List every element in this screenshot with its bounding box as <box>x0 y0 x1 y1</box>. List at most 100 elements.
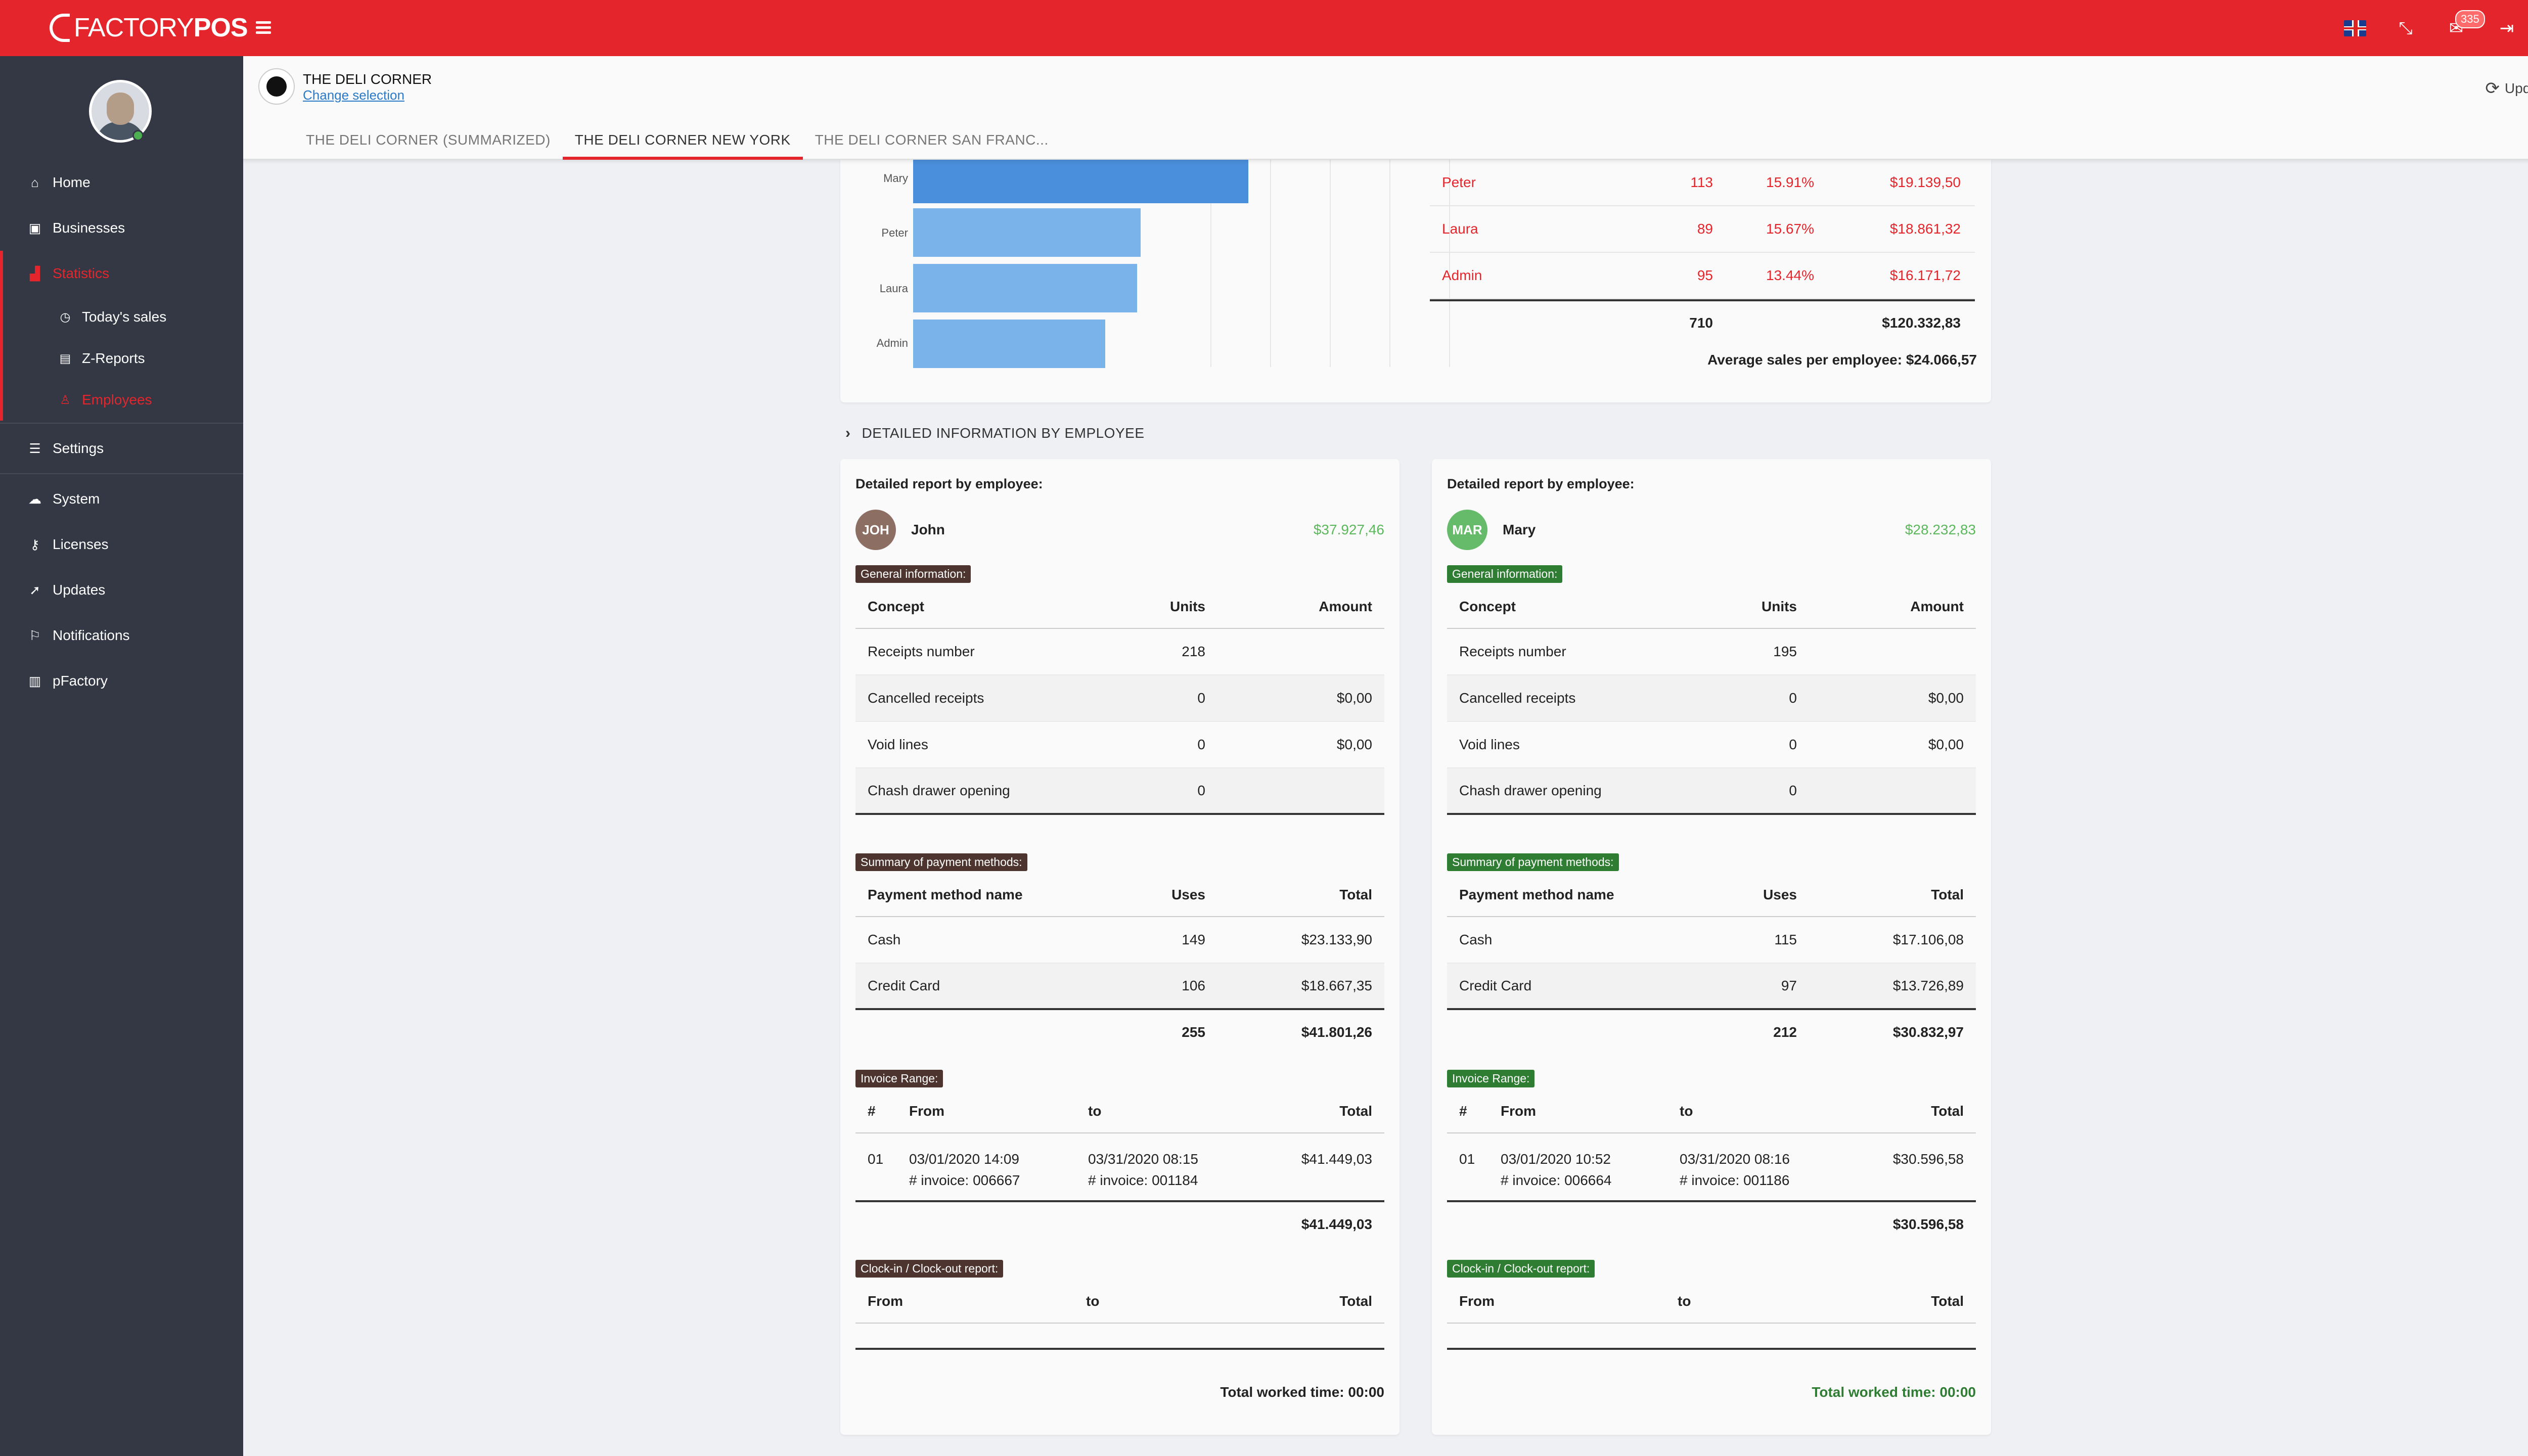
table-row: Cash 149 $23.133,90 <box>855 917 1384 964</box>
bar-admin[interactable] <box>913 320 1105 368</box>
employee-summary-table: Peter 113 15.91% $19.139,50 Laura 89 15.67% $1… <box>1430 160 1975 345</box>
bar-label: Mary <box>883 172 908 185</box>
payment-total-row: 255 $41.801,26 <box>1182 1024 1372 1040</box>
employee-report-card-mary: Detailed report by employee: MAR Mary $2… <box>1432 459 1991 1435</box>
bar-label: Laura <box>879 282 908 295</box>
table-row: 01 03/01/2020 14:09 # invoice: 006667 03/31… <box>855 1133 1384 1202</box>
mail-icon[interactable]: ✉ 335 <box>2445 10 2485 39</box>
general-info-table: Concept Units Amount Receipts number 218 Ca… <box>855 585 1384 815</box>
sidebar-item-settings[interactable]: ☰ Settings <box>0 426 243 471</box>
chevron-right-icon: › <box>845 425 851 441</box>
sidebar-item-notifications[interactable]: ⚐ Notifications <box>0 613 243 658</box>
table-row: Credit Card 106 $18.667,35 <box>855 964 1384 1010</box>
employee-header: JOH John $37.927,46 <box>855 510 1384 550</box>
sidebar-item-system[interactable]: ☁ System <box>0 476 243 522</box>
change-selection-link[interactable]: Change selection <box>303 87 404 103</box>
table-header: From to Total <box>1447 1280 1976 1324</box>
sidebar-item-businesses[interactable]: ▣ Businesses <box>0 205 243 251</box>
sidebar-item-statistics[interactable]: ▟ Statistics <box>0 251 243 296</box>
tab-new-york[interactable]: THE DELI CORNER NEW YORK <box>562 122 803 160</box>
clock-report-table: From to Total <box>1447 1280 1976 1350</box>
user-avatar[interactable] <box>89 80 152 143</box>
sidebar-item-employees[interactable]: ♙ Employees <box>0 379 243 421</box>
employees-sales-card: Mary Peter Laura Admin Peter 113 15.91% $19.13… <box>840 160 1991 402</box>
avatar: MAR <box>1447 510 1487 550</box>
avatar: JOH <box>855 510 896 550</box>
sidebar-item-label: pFactory <box>53 673 108 689</box>
employee-report-card-john: Detailed report by employee: JOH John $3… <box>840 459 1400 1435</box>
grid-line <box>1449 160 1450 367</box>
sidebar: ⌂ Home ▣ Businesses ▟ Statistics ◷ Today's s… <box>0 56 243 1456</box>
grid-line <box>1210 160 1211 367</box>
table-header: Concept Units Amount <box>855 585 1384 629</box>
empty-row <box>855 1324 1384 1350</box>
factorypos-logo[interactable]: FACTORYPOS <box>50 12 248 43</box>
sidebar-item-todays-sales[interactable]: ◷ Today's sales <box>0 296 243 338</box>
bar-laura[interactable] <box>913 264 1137 312</box>
general-info-table: Concept Units Amount Receipts number 195 Ca… <box>1447 585 1976 815</box>
sidebar-item-label: Statistics <box>53 265 110 281</box>
sidebar-item-label: Licenses <box>53 536 109 552</box>
total-units: 710 <box>1689 315 1713 331</box>
sidebar-item-label: Businesses <box>53 220 125 236</box>
general-info-chip: General information: <box>1447 565 1563 583</box>
employee-name: Mary <box>1503 522 1536 537</box>
table-row: Void lines 0 $0,00 <box>855 722 1384 768</box>
grid-line <box>1330 160 1331 367</box>
rocket-icon: ➚ <box>29 582 40 598</box>
sidebar-item-label: Employees <box>82 392 152 407</box>
clock-report-chip: Clock-in / Clock-out report: <box>1447 1260 1595 1278</box>
menu-icon[interactable] <box>256 21 271 34</box>
empty-row <box>1447 1324 1976 1350</box>
fullscreen-icon[interactable]: ⤡ <box>2399 18 2413 38</box>
sidebar-item-pfactory[interactable]: ▥ pFactory <box>0 658 243 704</box>
summary-total-row: 710 $120.332,83 <box>1430 299 1975 345</box>
bar-label: Admin <box>876 337 908 349</box>
sidebar-item-updates[interactable]: ➚ Updates <box>0 567 243 613</box>
clock-icon: ◷ <box>60 310 71 324</box>
table-row[interactable]: Peter 113 15.91% $19.139,50 <box>1430 160 1975 206</box>
table-row: Chash drawer opening 0 <box>855 768 1384 815</box>
sidebar-divider <box>0 423 243 424</box>
clock-report-table: From to Total <box>855 1280 1384 1350</box>
logo-text-light: FACTORY <box>74 13 194 42</box>
business-tabs: THE DELI CORNER (SUMMARIZED) THE DELI CO… <box>294 122 1061 160</box>
invoice-total-row: $30.596,58 <box>1892 1216 1964 1232</box>
table-row: Chash drawer opening 0 <box>1447 768 1976 815</box>
logo-mark-icon <box>50 14 70 42</box>
list-icon: ☰ <box>29 440 41 456</box>
home-icon: ⌂ <box>31 174 39 190</box>
bell-icon: ⚐ <box>29 627 41 643</box>
uk-flag-icon[interactable] <box>2344 17 2366 39</box>
tab-san-francisco[interactable]: THE DELI CORNER SAN FRANC... <box>815 132 1049 148</box>
employee-sales-bar-chart: Mary Peter Laura Admin <box>840 160 1450 372</box>
table-row[interactable]: Laura 89 15.67% $18.861,32 <box>1430 206 1975 253</box>
sidebar-item-home[interactable]: ⌂ Home <box>0 160 243 205</box>
user-icon: ♙ <box>60 393 71 407</box>
logo-text-bold: POS <box>193 13 248 42</box>
sidebar-item-z-reports[interactable]: ▤ Z-Reports <box>0 338 243 379</box>
section-title-label: DETAILED INFORMATION BY EMPLOYEE <box>862 425 1145 441</box>
sidebar-item-label: System <box>53 491 100 507</box>
table-row: Cash 115 $17.106,08 <box>1447 917 1976 964</box>
table-header: Payment method name Uses Total <box>1447 874 1976 917</box>
tab-summarized[interactable]: THE DELI CORNER (SUMMARIZED) <box>306 132 551 148</box>
invoice-range-table: # From to Total 01 03/01/2020 10:52 # invoice… <box>1447 1090 1976 1247</box>
table-row[interactable]: Admin 95 13.44% $16.171,72 <box>1430 253 1975 299</box>
sidebar-item-label: Updates <box>53 582 106 598</box>
update-all-label: Update all <box>2504 80 2528 96</box>
general-info-chip: General information: <box>855 565 971 583</box>
bar-mary[interactable] <box>913 160 1248 203</box>
business-header: THE DELI CORNER Change selection ⟳Update… <box>243 56 2528 160</box>
sidebar-item-licenses[interactable]: ⚷ Licenses <box>0 522 243 567</box>
bar-label: Peter <box>881 226 908 239</box>
sidebar-nav: ⌂ Home ▣ Businesses ▟ Statistics ◷ Today's s… <box>0 160 243 704</box>
logout-icon[interactable]: ⇥ <box>2499 19 2514 38</box>
sidebar-item-label: Today's sales <box>82 309 167 325</box>
detailed-info-toggle[interactable]: › DETAILED INFORMATION BY EMPLOYEE <box>845 425 1145 442</box>
payment-methods-table: Payment method name Uses Total Cash 115 $17.… <box>1447 874 1976 1055</box>
bar-peter[interactable] <box>913 208 1141 257</box>
employee-amount: $28.232,83 <box>1905 522 1976 537</box>
update-all-button[interactable]: ⟳Update all <box>2485 78 2528 99</box>
sidebar-divider <box>0 473 243 474</box>
